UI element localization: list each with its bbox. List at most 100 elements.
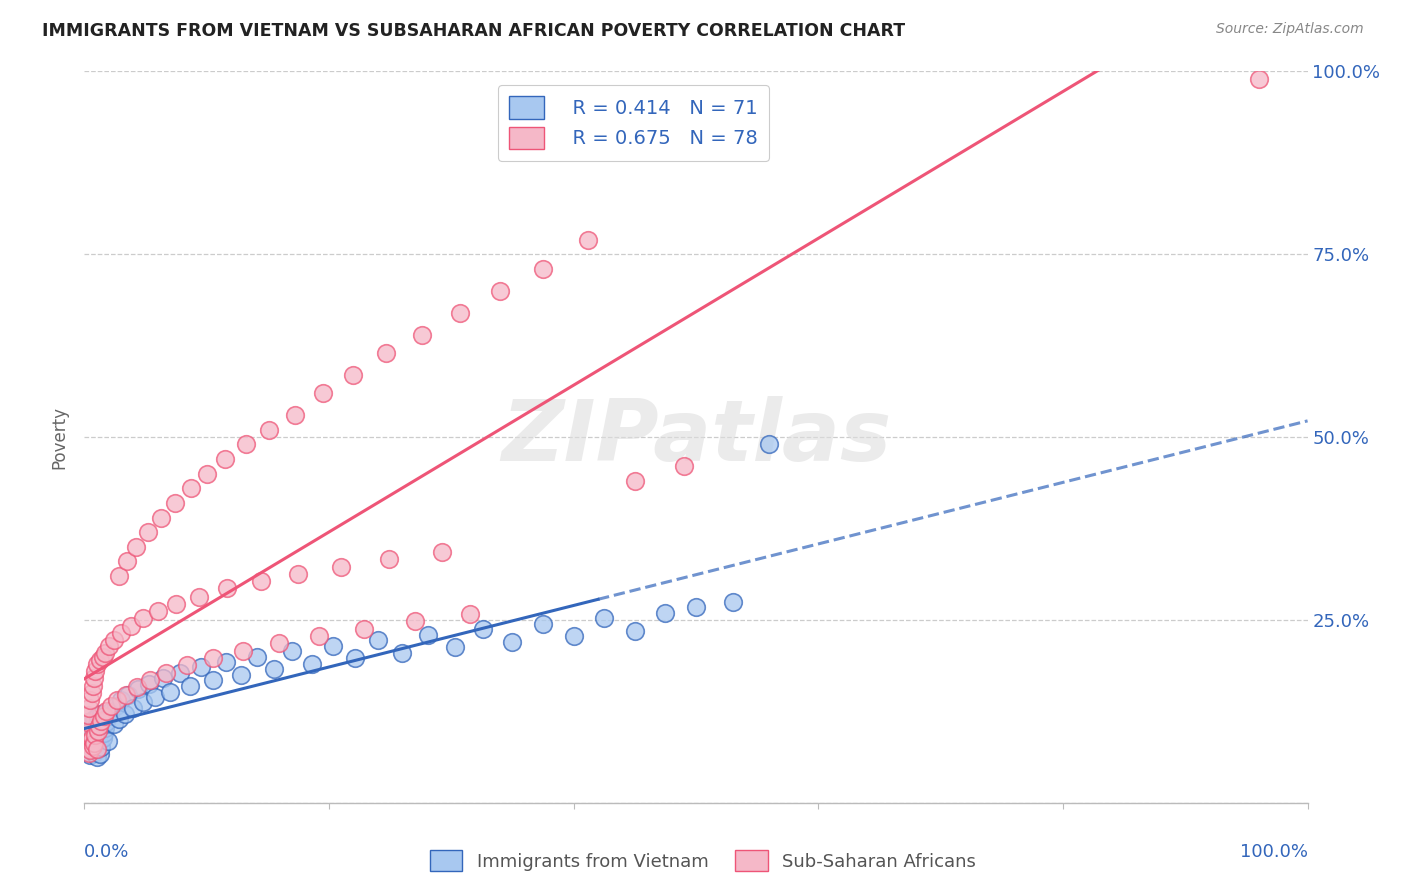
Point: [87, 709, 110, 723]
Point: [83, 736, 105, 750]
Text: Source: ZipAtlas.com: Source: ZipAtlas.com: [1216, 22, 1364, 37]
Point: [217, 582, 239, 596]
Point: [138, 677, 160, 691]
Point: [79, 693, 101, 707]
Point: [84, 739, 107, 753]
Point: [188, 590, 211, 604]
Point: [96, 705, 118, 719]
Text: ZIPatlas: ZIPatlas: [501, 395, 891, 479]
Point: [132, 695, 155, 709]
Point: [76, 733, 98, 747]
Point: [87, 735, 110, 749]
Point: [82, 679, 104, 693]
Point: [80, 730, 103, 744]
Point: [86, 657, 108, 671]
Point: [110, 626, 132, 640]
Legend:   R = 0.414   N = 71,   R = 0.675   N = 78: R = 0.414 N = 71, R = 0.675 N = 78: [498, 85, 769, 161]
Point: [90, 740, 112, 755]
Point: [257, 423, 280, 437]
Point: [308, 629, 330, 643]
Point: [103, 716, 125, 731]
Point: [1247, 71, 1270, 86]
Point: [176, 658, 198, 673]
Point: [91, 731, 114, 746]
Point: [77, 726, 100, 740]
Point: [201, 673, 224, 687]
Point: [195, 467, 218, 481]
Text: 0.0%: 0.0%: [84, 843, 129, 861]
Point: [449, 306, 471, 320]
Point: [758, 437, 780, 451]
Point: [229, 667, 252, 681]
Point: [90, 706, 112, 721]
Point: [90, 714, 112, 728]
Point: [79, 715, 101, 730]
Point: [342, 368, 364, 382]
Point: [281, 643, 304, 657]
Point: [165, 597, 187, 611]
Point: [624, 474, 647, 488]
Point: [80, 731, 103, 746]
Point: [87, 742, 110, 756]
Point: [83, 672, 105, 686]
Point: [77, 708, 100, 723]
Point: [214, 452, 236, 467]
Point: [77, 740, 100, 755]
Point: [235, 437, 257, 451]
Point: [201, 651, 224, 665]
Point: [83, 746, 105, 760]
Point: [531, 261, 554, 276]
Point: [89, 714, 111, 728]
Point: [96, 715, 118, 730]
Point: [531, 616, 554, 631]
Point: [84, 728, 107, 742]
Point: [83, 712, 105, 726]
Point: [97, 733, 120, 747]
Point: [86, 742, 108, 756]
Point: [93, 726, 115, 740]
Point: [87, 724, 110, 739]
Point: [163, 496, 186, 510]
Point: [472, 622, 495, 636]
Point: [79, 748, 101, 763]
Point: [284, 408, 307, 422]
Point: [155, 665, 177, 680]
Point: [77, 745, 100, 759]
Legend: Immigrants from Vietnam, Sub-Saharan Africans: Immigrants from Vietnam, Sub-Saharan Afr…: [422, 843, 984, 879]
Point: [77, 746, 100, 760]
Point: [430, 545, 453, 559]
Point: [77, 700, 100, 714]
Point: [685, 599, 707, 614]
Point: [80, 737, 103, 751]
Point: [312, 386, 335, 401]
Y-axis label: Poverty: Poverty: [51, 406, 69, 468]
Point: [114, 706, 136, 721]
Point: [391, 646, 413, 660]
Point: [215, 655, 238, 669]
Point: [416, 627, 439, 641]
Point: [624, 624, 647, 638]
Point: [82, 743, 104, 757]
Point: [120, 619, 142, 633]
Point: [404, 615, 426, 629]
Point: [322, 639, 344, 653]
Point: [87, 719, 110, 733]
Point: [82, 739, 104, 753]
Point: [77, 740, 100, 755]
Point: [79, 743, 101, 757]
Point: [82, 719, 104, 733]
Text: IMMIGRANTS FROM VIETNAM VS SUBSAHARAN AFRICAN POVERTY CORRELATION CHART: IMMIGRANTS FROM VIETNAM VS SUBSAHARAN AF…: [42, 22, 905, 40]
Point: [576, 233, 599, 247]
Point: [190, 660, 212, 674]
Point: [107, 712, 129, 726]
Point: [672, 459, 695, 474]
Point: [411, 327, 433, 342]
Point: [100, 699, 122, 714]
Point: [89, 747, 111, 761]
Point: [117, 688, 139, 702]
Point: [93, 709, 115, 723]
Point: [343, 651, 366, 665]
Point: [122, 700, 145, 714]
Point: [249, 574, 271, 589]
Point: [330, 559, 353, 574]
